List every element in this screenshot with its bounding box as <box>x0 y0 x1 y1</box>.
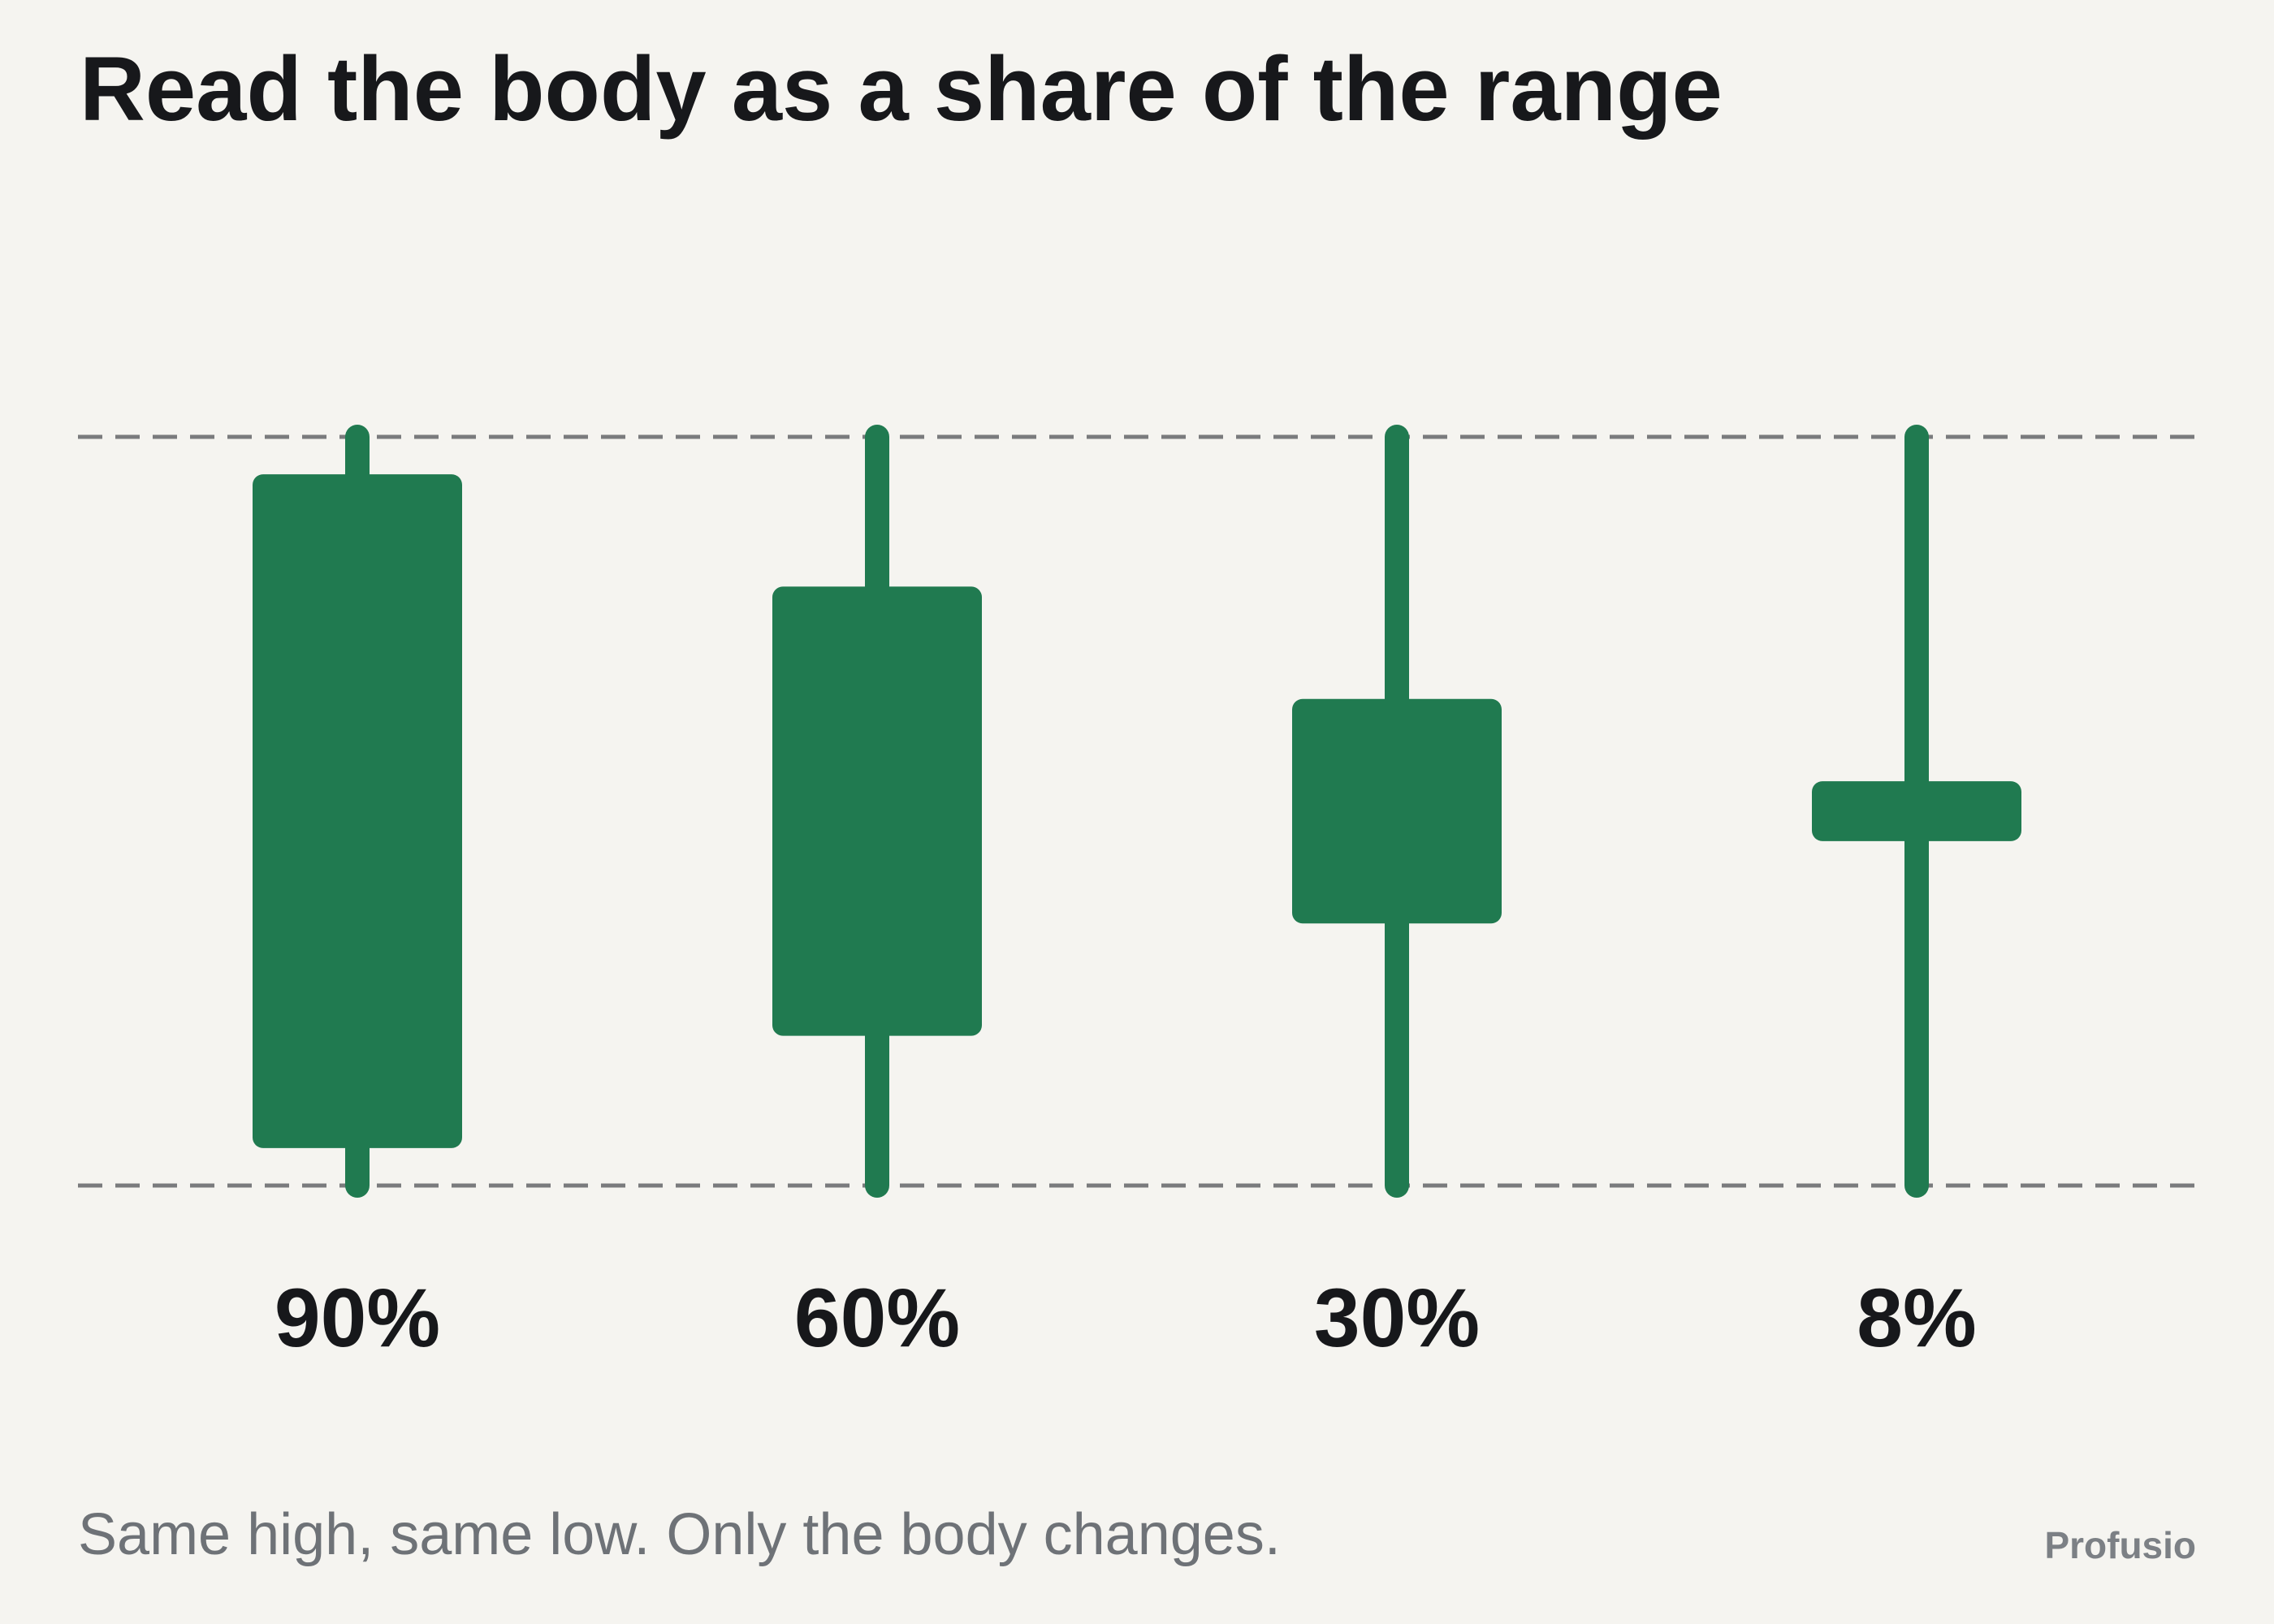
candle-body <box>772 586 982 1036</box>
candle-label: 60% <box>794 1272 960 1364</box>
candle-body <box>1292 698 1502 924</box>
candle-body <box>1812 781 2021 841</box>
candle-body <box>253 474 462 1148</box>
caption: Same high, same low. Only the body chang… <box>78 1502 1281 1567</box>
candle <box>253 425 462 1198</box>
candle-label: 90% <box>275 1272 440 1364</box>
candle-label: 8% <box>1857 1272 1976 1364</box>
candle-labels: 90% 60% 30% 8% <box>275 1272 1977 1364</box>
candle <box>772 425 982 1198</box>
brand-logo: Profusio <box>2044 1524 2196 1566</box>
candle <box>1812 425 2021 1198</box>
reference-lines <box>78 434 2198 1188</box>
candle <box>1292 425 1502 1198</box>
candle-label: 30% <box>1314 1272 1480 1364</box>
candles <box>253 425 2021 1198</box>
chart-title: Read the body as a share of the range <box>80 38 1723 140</box>
